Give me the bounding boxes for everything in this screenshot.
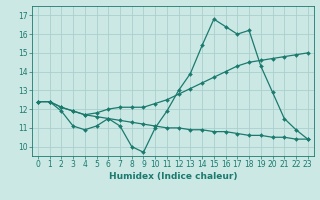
X-axis label: Humidex (Indice chaleur): Humidex (Indice chaleur) <box>108 172 237 181</box>
